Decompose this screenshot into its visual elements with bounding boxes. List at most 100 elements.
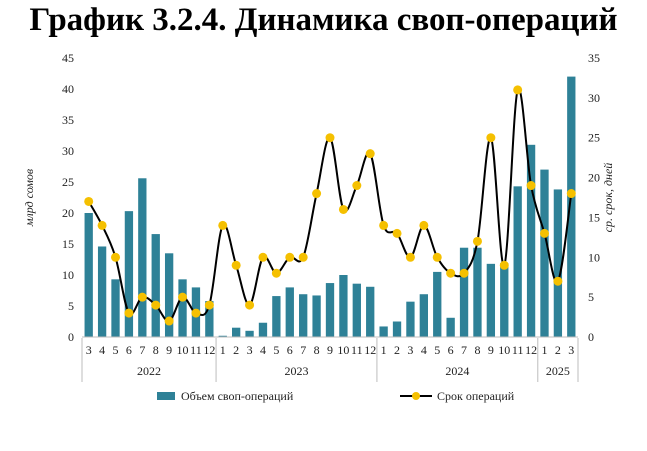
volume-bar bbox=[285, 287, 294, 337]
term-marker bbox=[526, 181, 536, 191]
volume-bar bbox=[352, 283, 361, 337]
volume-bar bbox=[218, 335, 227, 337]
term-marker bbox=[432, 252, 442, 262]
x-tick-label: 1 bbox=[381, 343, 387, 357]
term-marker bbox=[405, 252, 415, 262]
term-marker bbox=[178, 292, 188, 302]
term-marker bbox=[298, 252, 308, 262]
y-left-tick-label: 30 bbox=[62, 144, 74, 158]
volume-bar bbox=[392, 321, 402, 337]
x-tick-label: 6 bbox=[448, 343, 454, 357]
legend-label-volume: Объем своп-операций bbox=[181, 389, 294, 403]
x-tick-label: 3 bbox=[247, 343, 253, 357]
volume-bar bbox=[473, 247, 482, 337]
term-marker bbox=[365, 149, 375, 159]
x-tick-label: 7 bbox=[139, 343, 145, 357]
year-label: 2025 bbox=[546, 364, 570, 378]
term-marker bbox=[325, 133, 335, 143]
x-tick-label: 4 bbox=[421, 343, 427, 357]
term-marker bbox=[164, 316, 174, 326]
x-tick-label: 3 bbox=[86, 343, 92, 357]
x-tick-label: 8 bbox=[474, 343, 480, 357]
x-tick-label: 2 bbox=[394, 343, 400, 357]
volume-bar bbox=[111, 279, 120, 337]
volume-bar bbox=[406, 301, 415, 337]
volume-bar bbox=[339, 275, 348, 337]
volume-bar bbox=[419, 294, 428, 337]
volume-bar bbox=[379, 326, 388, 337]
volume-bar bbox=[567, 76, 576, 337]
x-tick-label: 2 bbox=[555, 343, 561, 357]
term-marker bbox=[312, 189, 322, 199]
y-right-axis-title: ср. срок, дней bbox=[601, 163, 615, 233]
volume-bar bbox=[299, 294, 308, 337]
term-marker bbox=[84, 196, 94, 206]
term-marker bbox=[137, 292, 147, 302]
chart-title: График 3.2.4. Динамика своп-операций bbox=[29, 2, 618, 38]
term-marker bbox=[566, 189, 576, 199]
term-marker bbox=[231, 260, 241, 270]
volume-bar bbox=[164, 253, 174, 337]
volume-bar bbox=[433, 271, 442, 337]
x-tick-label: 11 bbox=[190, 343, 202, 357]
term-marker bbox=[97, 220, 107, 230]
legend-label-term: Срок операций bbox=[437, 389, 515, 403]
x-tick-label: 4 bbox=[99, 343, 105, 357]
volume-bar bbox=[540, 169, 549, 337]
volume-bar bbox=[232, 327, 241, 337]
y-left-tick-label: 5 bbox=[68, 299, 74, 313]
legend-swatch-volume bbox=[157, 392, 175, 400]
year-label: 2023 bbox=[284, 364, 308, 378]
x-tick-label: 9 bbox=[488, 343, 494, 357]
volume-bar bbox=[553, 189, 563, 337]
volume-bar bbox=[366, 286, 375, 337]
volume-bar bbox=[272, 296, 281, 337]
y-right-tick-label: 30 bbox=[588, 91, 600, 105]
term-marker bbox=[271, 268, 281, 278]
x-tick-label: 7 bbox=[300, 343, 306, 357]
term-marker bbox=[124, 308, 134, 318]
volume-bar bbox=[124, 211, 134, 337]
y-left-tick-label: 15 bbox=[62, 237, 74, 251]
term-marker bbox=[446, 268, 456, 278]
volume-bar bbox=[526, 144, 536, 337]
x-tick-label: 11 bbox=[351, 343, 363, 357]
term-marker bbox=[392, 228, 402, 238]
volume-bar bbox=[486, 263, 496, 337]
volume-bar bbox=[84, 213, 93, 337]
y-right-tick-label: 25 bbox=[588, 131, 600, 145]
x-tick-label: 4 bbox=[260, 343, 266, 357]
x-tick-label: 7 bbox=[461, 343, 467, 357]
y-left-tick-label: 25 bbox=[62, 175, 74, 189]
term-marker bbox=[472, 236, 482, 246]
term-marker bbox=[111, 252, 121, 262]
y-left-tick-label: 20 bbox=[62, 206, 74, 220]
term-marker bbox=[499, 260, 509, 270]
x-tick-label: 10 bbox=[337, 343, 349, 357]
term-marker bbox=[352, 181, 362, 191]
y-left-tick-label: 10 bbox=[62, 268, 74, 282]
y-right-tick-label: 5 bbox=[588, 290, 594, 304]
term-marker bbox=[218, 220, 228, 230]
y-right-tick-label: 0 bbox=[588, 330, 594, 344]
x-tick-label: 8 bbox=[314, 343, 320, 357]
term-marker bbox=[486, 133, 496, 143]
year-label: 2022 bbox=[137, 364, 161, 378]
x-tick-label: 8 bbox=[153, 343, 159, 357]
y-right-tick-label: 35 bbox=[588, 51, 600, 65]
x-tick-label: 2 bbox=[233, 343, 239, 357]
term-marker bbox=[513, 85, 523, 95]
x-tick-label: 3 bbox=[407, 343, 413, 357]
y-right-tick-label: 15 bbox=[588, 210, 600, 224]
term-marker bbox=[539, 228, 549, 238]
x-tick-label: 5 bbox=[113, 343, 119, 357]
x-tick-label: 12 bbox=[203, 343, 215, 357]
legend: Объем своп-операций Срок операций bbox=[157, 389, 515, 403]
volume-bar bbox=[178, 279, 187, 337]
volume-bars bbox=[84, 76, 576, 337]
y-left-axis-title: млрд сомов bbox=[22, 169, 36, 227]
y-left-tick-label: 40 bbox=[62, 82, 74, 96]
term-marker bbox=[338, 204, 348, 214]
